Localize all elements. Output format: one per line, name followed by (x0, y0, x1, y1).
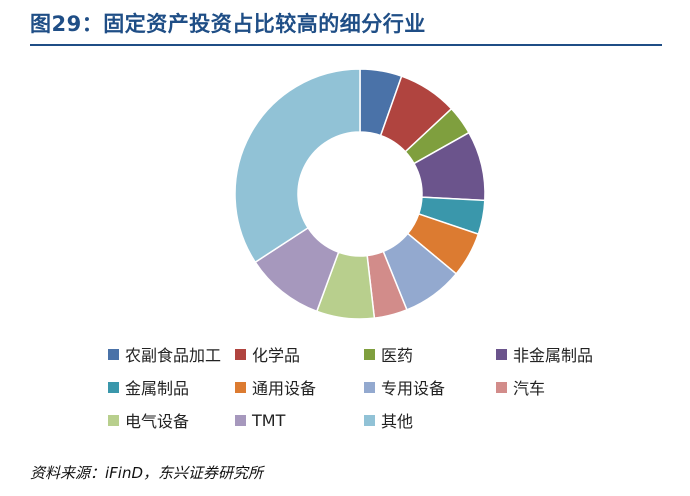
legend-label: TMT (252, 410, 286, 430)
legend-item: 其他 (364, 408, 496, 432)
legend-label: 化学品 (252, 346, 301, 365)
legend-swatch (496, 381, 507, 393)
legend-item: 医药 (364, 342, 496, 366)
legend-label: 其他 (381, 412, 414, 431)
legend-item: 化学品 (235, 342, 364, 366)
legend-label: 电气设备 (125, 412, 190, 431)
legend-label: 非金属制品 (513, 346, 594, 365)
legend-swatch (235, 381, 246, 393)
legend-item: 农副食品加工 (108, 342, 235, 366)
source-note: 资料来源：iFinD，东兴证券研究所 (30, 464, 264, 482)
donut-slice-11 (234, 68, 361, 264)
legend-label: 农副食品加工 (125, 346, 222, 365)
legend-label: 金属制品 (125, 379, 190, 398)
legend-item: 通用设备 (235, 375, 364, 399)
legend-label: 汽车 (513, 379, 546, 398)
legend-swatch (235, 348, 246, 360)
chart-title: 图29：固定资产投资占比较高的细分行业 (30, 12, 426, 36)
legend-item: 金属制品 (108, 375, 235, 399)
legend-swatch (364, 381, 375, 393)
legend-label: 医药 (381, 346, 414, 365)
legend-swatch (108, 414, 119, 426)
legend-item: 汽车 (496, 375, 636, 399)
legend-item: 电气设备 (108, 408, 235, 432)
legend-item: 专用设备 (364, 375, 496, 399)
legend-swatch (108, 348, 119, 360)
chart-legend: 农副食品加工 化学品 医药 非金属制品金属制品 通用设备 专用设备 汽车电气设备 TMT 其他 (108, 342, 648, 432)
legend-item: 非金属制品 (496, 342, 636, 366)
title-underline (30, 44, 662, 46)
legend-swatch (235, 414, 246, 426)
donut-chart (234, 68, 486, 320)
legend-swatch (364, 414, 375, 426)
legend-label: 专用设备 (381, 379, 446, 398)
legend-label: 通用设备 (252, 379, 317, 398)
legend-item: TMT (235, 408, 364, 432)
legend-swatch (496, 348, 507, 360)
legend-swatch (364, 348, 375, 360)
legend-swatch (108, 381, 119, 393)
